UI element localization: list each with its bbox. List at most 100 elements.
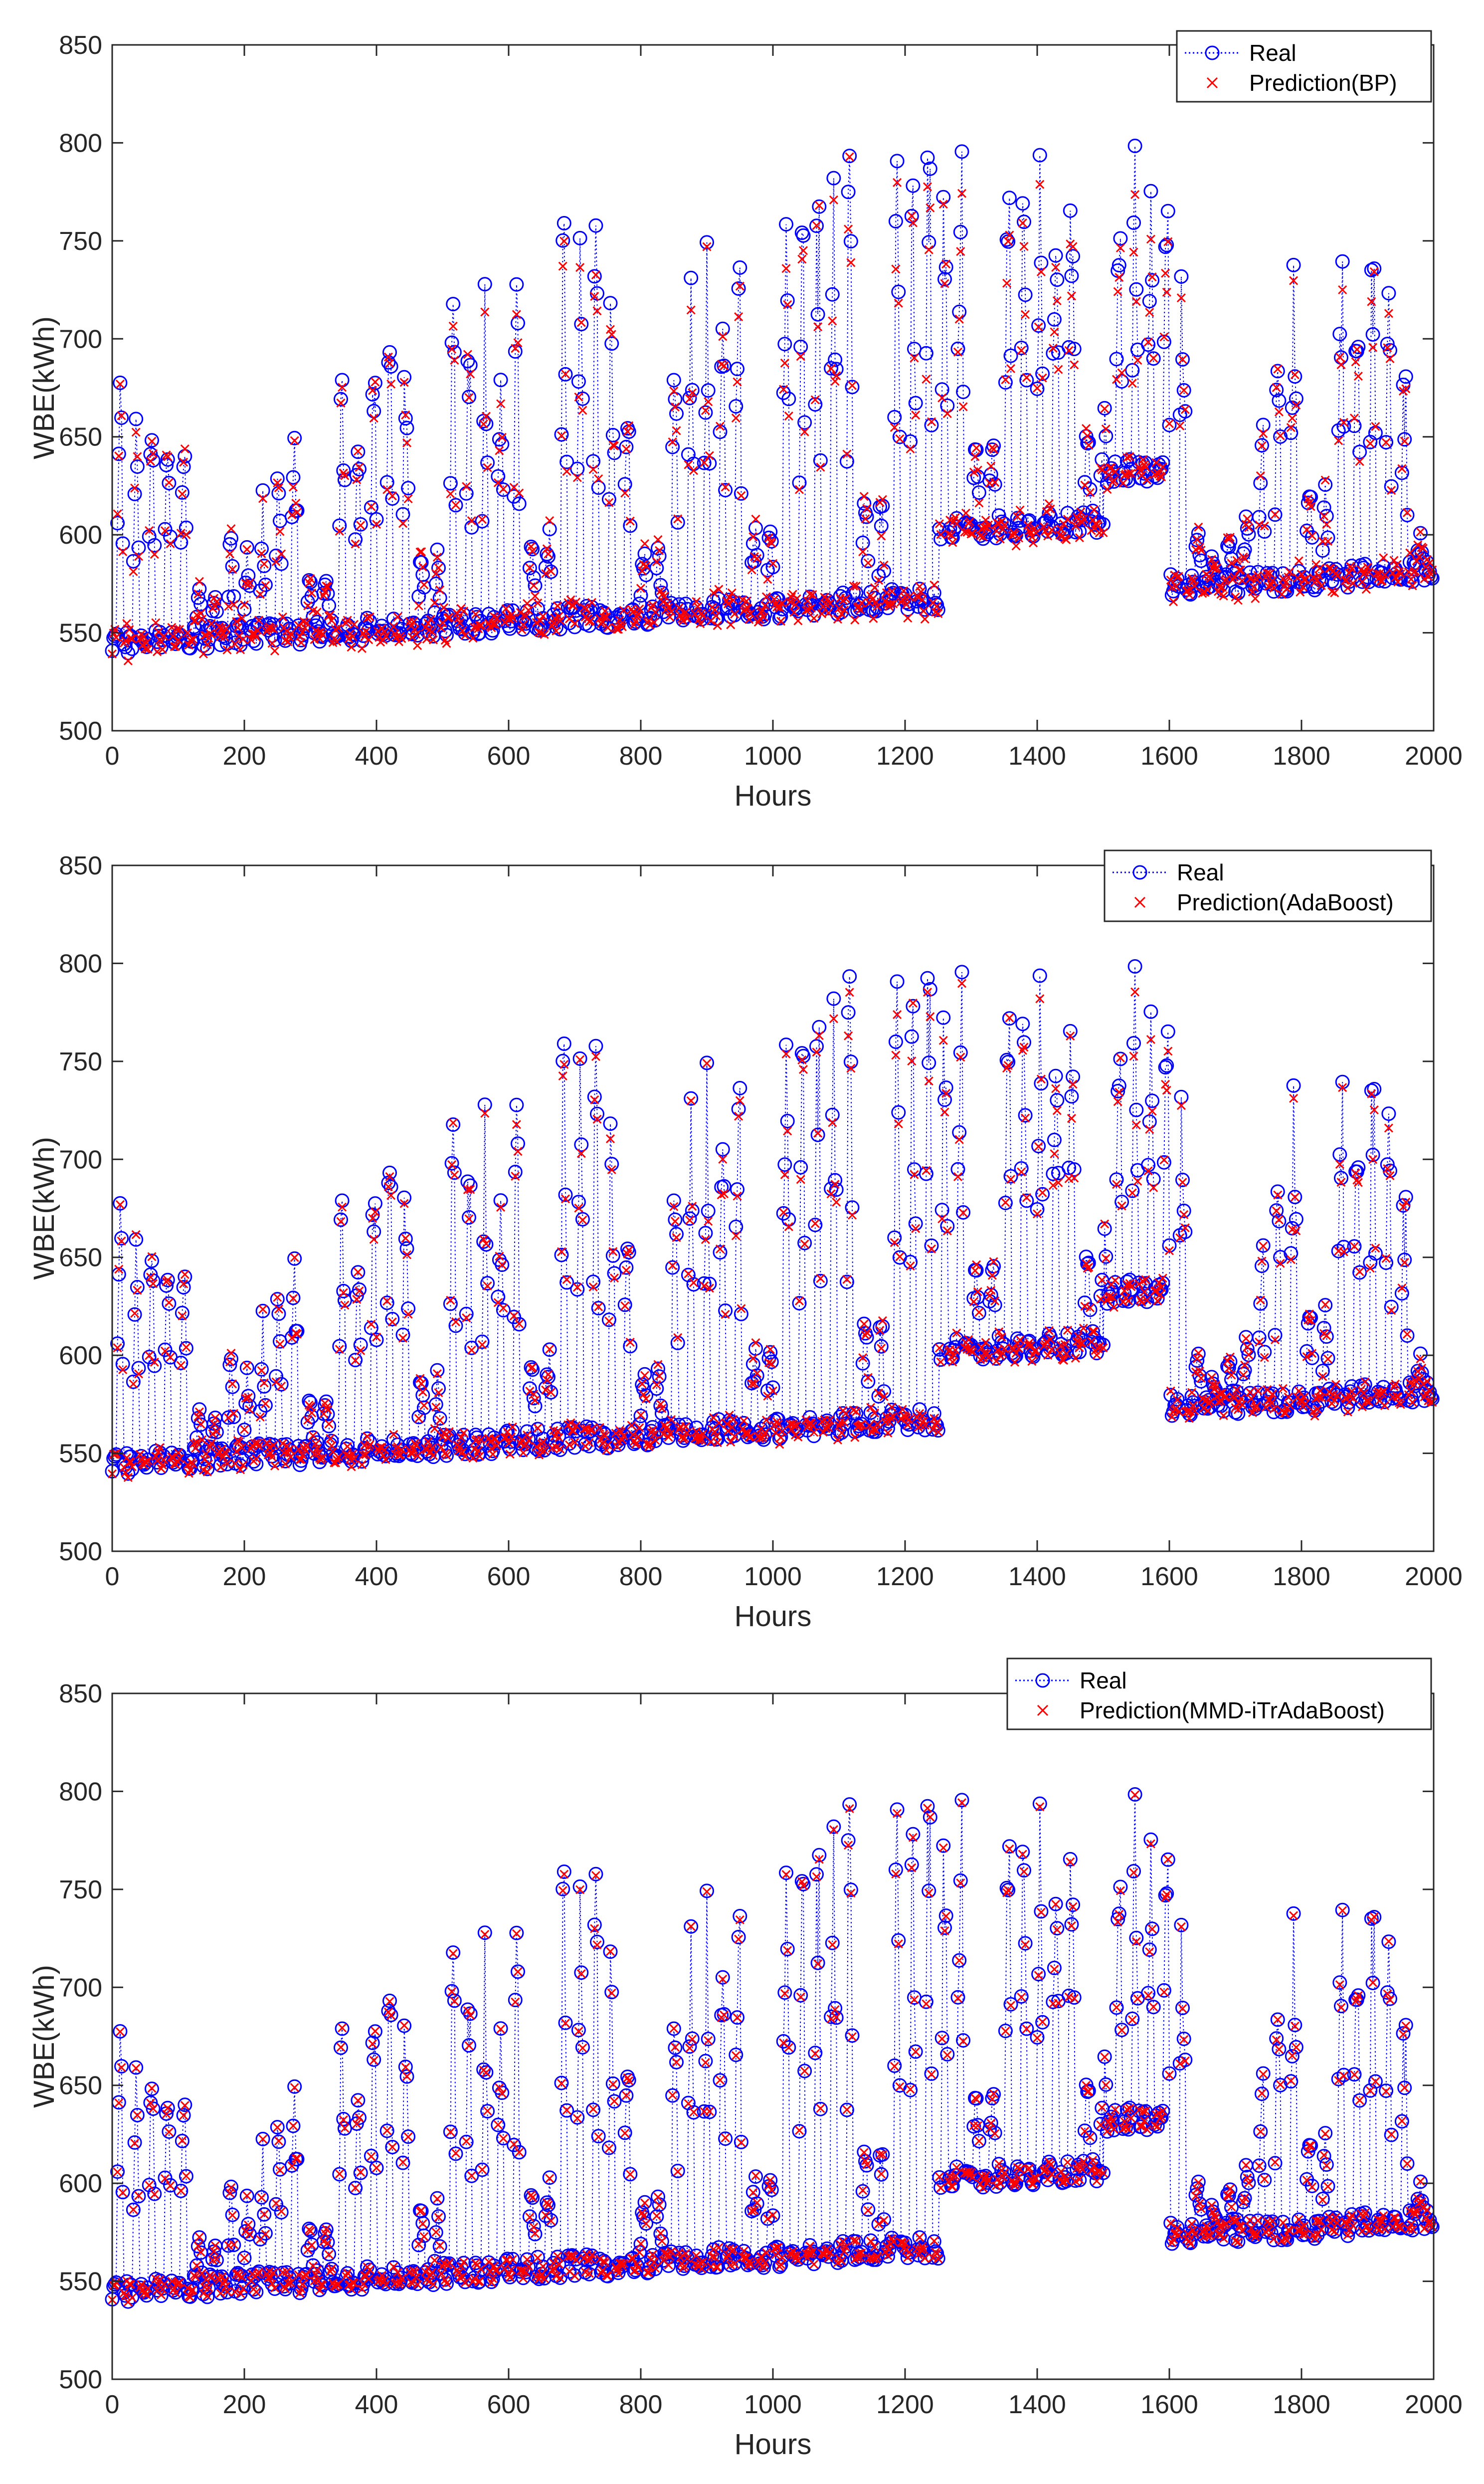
prediction-point xyxy=(649,618,659,627)
real-point xyxy=(749,1368,764,1383)
real-point xyxy=(1047,312,1062,327)
prediction-point xyxy=(1175,421,1185,430)
real-point xyxy=(131,540,146,555)
real-point xyxy=(1019,373,1034,388)
real-point xyxy=(160,1272,175,1287)
real-point xyxy=(398,1232,413,1246)
prediction-point xyxy=(1284,572,1293,582)
real-point xyxy=(1014,341,1029,355)
x-axis-label-bp: Hours xyxy=(735,780,812,812)
prediction-point xyxy=(1323,537,1333,546)
prediction-point xyxy=(974,498,984,508)
real-point xyxy=(287,430,302,445)
prediction-point xyxy=(1149,354,1158,363)
real-point xyxy=(241,1389,256,1404)
prediction-point xyxy=(1011,541,1021,551)
prediction-point xyxy=(1113,287,1122,296)
prediction-point xyxy=(1400,436,1409,446)
prediction-point xyxy=(1013,512,1022,521)
prediction-point xyxy=(327,616,336,625)
real-point xyxy=(1268,507,1283,522)
legend-adaboost: Real Prediction(AdaBoost) xyxy=(1104,849,1432,922)
prediction-point xyxy=(858,547,868,557)
prediction-point xyxy=(133,452,142,461)
real-point xyxy=(175,1305,189,1320)
real-point xyxy=(808,397,823,412)
real-point xyxy=(824,361,839,376)
prediction-point xyxy=(767,539,776,548)
real-point xyxy=(908,396,923,411)
real-point xyxy=(428,1397,443,1412)
prediction-point xyxy=(838,596,848,605)
real-point xyxy=(971,485,986,500)
real-point xyxy=(521,611,536,626)
real-point xyxy=(544,1385,558,1400)
plot-area-bp xyxy=(105,139,1440,665)
prediction-point xyxy=(519,620,528,629)
y-tick-label: 650 xyxy=(59,1243,102,1272)
prediction-point xyxy=(448,321,458,331)
real-point xyxy=(381,355,396,370)
real-point xyxy=(936,1010,951,1025)
prediction-point xyxy=(206,619,216,628)
real-point xyxy=(431,561,446,576)
real-point xyxy=(1397,432,1412,447)
real-point xyxy=(812,199,827,214)
prediction-point xyxy=(115,380,125,389)
x-tick-label: 1200 xyxy=(876,742,934,771)
chart-panel-bp: 0 200 400 600 800 1000 1200 1400 1600 1800 2000500… xyxy=(28,30,1463,812)
prediction-point xyxy=(188,634,197,644)
prediction-point xyxy=(812,220,821,230)
prediction-point xyxy=(781,264,791,273)
real-point xyxy=(1109,352,1124,367)
prediction-point xyxy=(1048,343,1058,353)
prediction-point xyxy=(1273,364,1283,374)
real-point xyxy=(271,1306,286,1321)
prediction-point xyxy=(411,629,421,639)
real-point xyxy=(507,1309,522,1324)
prediction-point xyxy=(828,316,837,326)
real-point xyxy=(828,352,843,367)
prediction-point xyxy=(965,517,974,526)
real-point xyxy=(715,1142,730,1157)
prediction-point xyxy=(1377,576,1387,586)
prediction-point xyxy=(1145,308,1154,317)
prediction-point xyxy=(793,616,803,625)
prediction-point xyxy=(495,446,504,455)
prediction-point xyxy=(1332,571,1342,581)
prediction-point xyxy=(523,599,532,608)
prediction-point xyxy=(111,632,121,642)
real-point xyxy=(781,392,796,407)
prediction-point xyxy=(545,516,555,525)
prediction-point xyxy=(863,558,873,568)
real-point xyxy=(542,1342,557,1357)
prediction-point xyxy=(1133,356,1142,365)
prediction-point xyxy=(368,386,377,395)
prediction-point xyxy=(1046,504,1055,514)
prediction-point xyxy=(323,582,333,592)
prediction-point xyxy=(594,474,603,484)
prediction-point xyxy=(367,502,376,511)
real-point xyxy=(556,233,570,248)
y-axis-label-adaboost: WBE(kWh) xyxy=(28,1137,60,1280)
real-point xyxy=(522,561,537,576)
real-point xyxy=(604,336,619,351)
prediction-point xyxy=(924,245,933,254)
legend-bp: Real Prediction(BP) xyxy=(1176,30,1432,103)
real-point xyxy=(1158,239,1173,254)
real-point xyxy=(1001,234,1016,249)
real-point xyxy=(1143,184,1158,199)
real-point xyxy=(1091,516,1106,531)
prediction-point xyxy=(727,588,737,598)
prediction-point xyxy=(343,616,352,625)
prediction-point xyxy=(1067,291,1076,301)
real-point xyxy=(1064,268,1079,283)
real-point xyxy=(1316,500,1331,515)
prediction-point xyxy=(1251,594,1260,604)
prediction-point xyxy=(689,466,699,475)
x-tick-label: 1400 xyxy=(1008,1562,1066,1591)
prediction-point xyxy=(1327,587,1337,597)
prediction-point xyxy=(121,636,130,645)
real-point xyxy=(587,269,602,284)
prediction-point xyxy=(1294,556,1303,566)
